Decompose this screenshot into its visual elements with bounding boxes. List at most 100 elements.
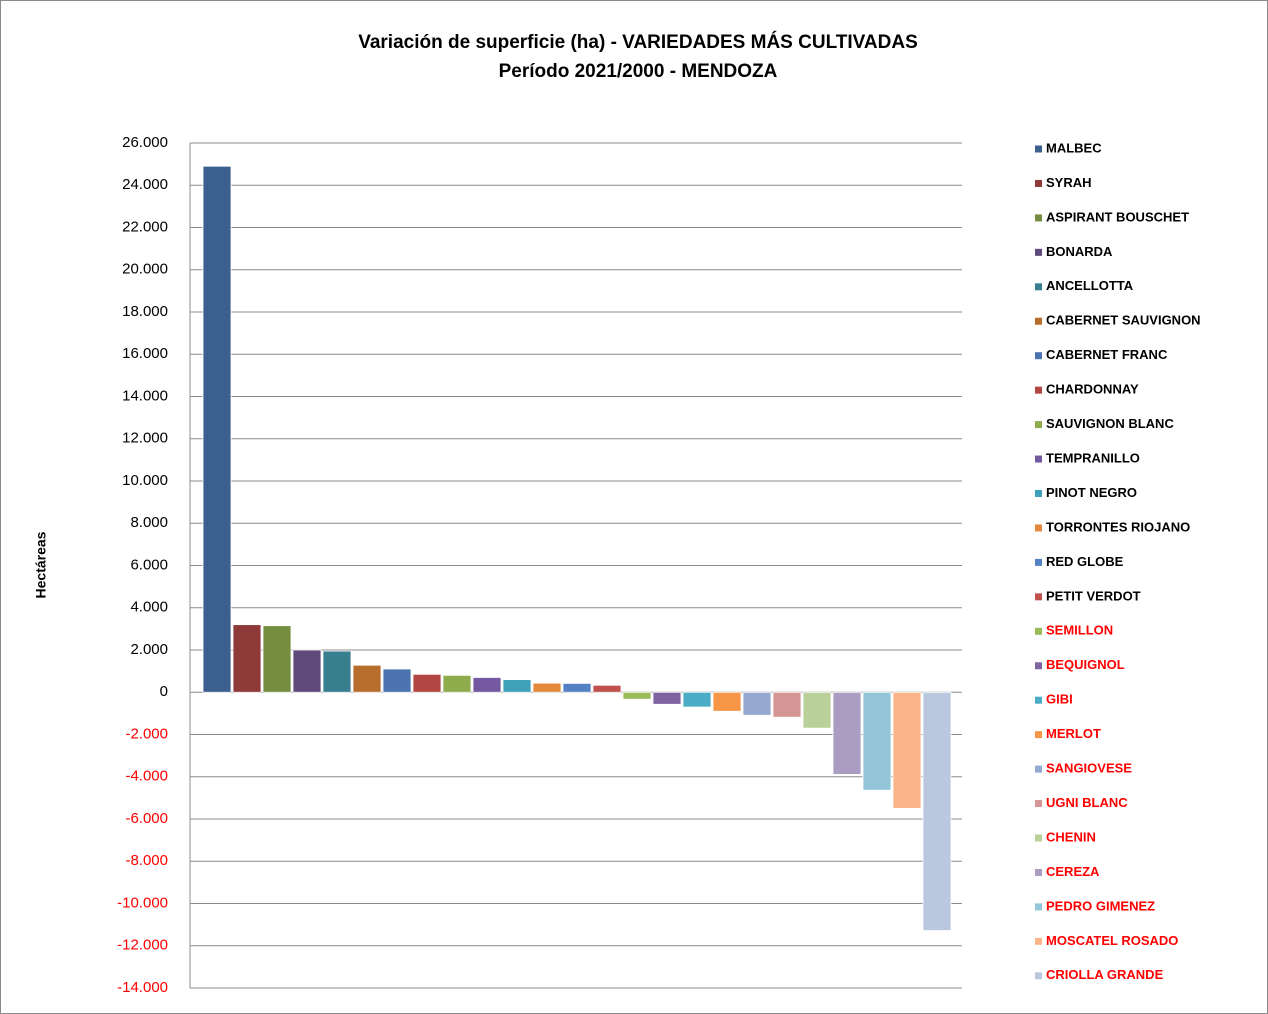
- legend-swatch: [1035, 800, 1042, 808]
- legend-swatch: [1035, 765, 1042, 773]
- legend-swatch: [1035, 352, 1042, 360]
- legend-swatch: [1035, 627, 1042, 635]
- y-tick-label: -14.000: [117, 979, 168, 996]
- legend-swatch: [1035, 214, 1042, 222]
- bar: [712, 691, 742, 712]
- legend-swatch: [1035, 731, 1042, 739]
- legend-label: TEMPRANILLO: [1046, 450, 1140, 465]
- legend-swatch: [1035, 490, 1042, 497]
- legend-swatch: [1035, 903, 1042, 911]
- bar: [862, 691, 892, 791]
- legend-swatch: [1035, 524, 1042, 532]
- y-tick-label: 22.000: [122, 218, 168, 235]
- bar: [892, 691, 922, 809]
- bar: [562, 682, 592, 693]
- legend-swatch: [1035, 972, 1042, 980]
- legend-label: BONARDA: [1046, 244, 1113, 259]
- legend-label: CABERNET SAUVIGNON: [1046, 313, 1201, 328]
- legend-label: BEQUIGNOL: [1046, 657, 1125, 672]
- legend-swatch: [1035, 179, 1042, 187]
- bar: [592, 684, 622, 693]
- legend-swatch: [1035, 283, 1042, 291]
- legend-label: ANCELLOTTA: [1046, 278, 1134, 293]
- legend-label: UGNI BLANC: [1046, 795, 1128, 810]
- y-tick-label: 6.000: [130, 556, 168, 573]
- bar: [772, 691, 802, 718]
- legend-label: CABERNET FRANC: [1046, 347, 1168, 362]
- bar: [652, 691, 682, 705]
- y-tick-label: -6.000: [125, 810, 168, 827]
- bar: [682, 691, 712, 708]
- bar: [832, 691, 862, 775]
- legend-swatch: [1035, 696, 1042, 704]
- legend-label: GIBI: [1046, 692, 1073, 707]
- y-tick-label: 10.000: [122, 472, 168, 489]
- legend-swatch: [1035, 455, 1042, 463]
- bar: [742, 691, 772, 716]
- bar: [352, 664, 382, 693]
- legend-swatch: [1035, 145, 1042, 153]
- y-tick-label: 4.000: [130, 599, 168, 616]
- legend-label: CHARDONNAY: [1046, 382, 1139, 397]
- legend-label: PINOT NEGRO: [1046, 485, 1137, 500]
- y-tick-label: -8.000: [125, 852, 168, 869]
- bar: [262, 625, 292, 693]
- legend-swatch: [1035, 558, 1042, 566]
- legend-label: SAUVIGNON BLANC: [1046, 416, 1174, 431]
- legend-label: MALBEC: [1046, 140, 1102, 155]
- y-tick-label: 2.000: [130, 641, 168, 658]
- bar: [472, 677, 502, 693]
- y-tick-label: -4.000: [125, 768, 168, 785]
- y-tick-label: 26.000: [122, 134, 168, 151]
- legend-swatch: [1035, 317, 1042, 325]
- legend-label: PEDRO GIMENEZ: [1046, 898, 1155, 913]
- bar: [412, 673, 442, 693]
- bar: [622, 691, 652, 700]
- y-axis-title: Hectáreas: [33, 531, 49, 598]
- legend-swatch: [1035, 248, 1042, 256]
- legend-label: RED GLOBE: [1046, 554, 1124, 569]
- legend-label: SEMILLON: [1046, 623, 1113, 638]
- legend-label: TORRONTES RIOJANO: [1046, 519, 1190, 534]
- bar: [202, 165, 232, 693]
- legend-label: ASPIRANT BOUSCHET: [1046, 209, 1189, 224]
- y-tick-label: 20.000: [122, 261, 168, 278]
- legend-swatch: [1035, 868, 1042, 876]
- bar: [802, 691, 832, 729]
- legend-swatch: [1035, 593, 1042, 601]
- bar: [292, 649, 322, 693]
- y-tick-label: 8.000: [130, 514, 168, 531]
- bar: [232, 624, 262, 693]
- bar: [382, 668, 412, 693]
- legend-label: MERLOT: [1046, 726, 1101, 741]
- legend-swatch: [1035, 834, 1042, 842]
- y-tick-label: 18.000: [122, 303, 168, 320]
- legend-label: CEREZA: [1046, 864, 1100, 879]
- bar: [322, 650, 352, 693]
- chart-title: Variación de superficie (ha) - VARIEDADE…: [358, 31, 918, 53]
- legend-swatch: [1035, 937, 1042, 945]
- bar: [442, 674, 472, 693]
- legend-swatch: [1035, 662, 1042, 670]
- y-tick-label: 0: [160, 683, 168, 700]
- y-tick-label: 12.000: [122, 430, 168, 447]
- legend-label: MOSCATEL ROSADO: [1046, 933, 1178, 948]
- legend-swatch: [1035, 386, 1042, 394]
- legend-label: PETIT VERDOT: [1046, 588, 1141, 603]
- chart-subtitle: Período 2021/2000 - MENDOZA: [499, 61, 778, 82]
- y-tick-label: 14.000: [122, 387, 168, 404]
- y-tick-label: 24.000: [122, 176, 168, 193]
- legend-label: SYRAH: [1046, 175, 1092, 190]
- legend-label: CHENIN: [1046, 829, 1096, 844]
- bar: [922, 691, 952, 931]
- legend-swatch: [1035, 421, 1042, 429]
- legend-label: SANGIOVESE: [1046, 761, 1132, 776]
- bar: [502, 679, 532, 693]
- legend-label: CRIOLLA GRANDE: [1046, 967, 1164, 982]
- y-tick-label: 16.000: [122, 345, 168, 362]
- bar: [532, 682, 562, 693]
- y-tick-label: -2.000: [125, 725, 168, 742]
- y-tick-label: -10.000: [117, 894, 168, 911]
- y-tick-label: -12.000: [117, 937, 168, 954]
